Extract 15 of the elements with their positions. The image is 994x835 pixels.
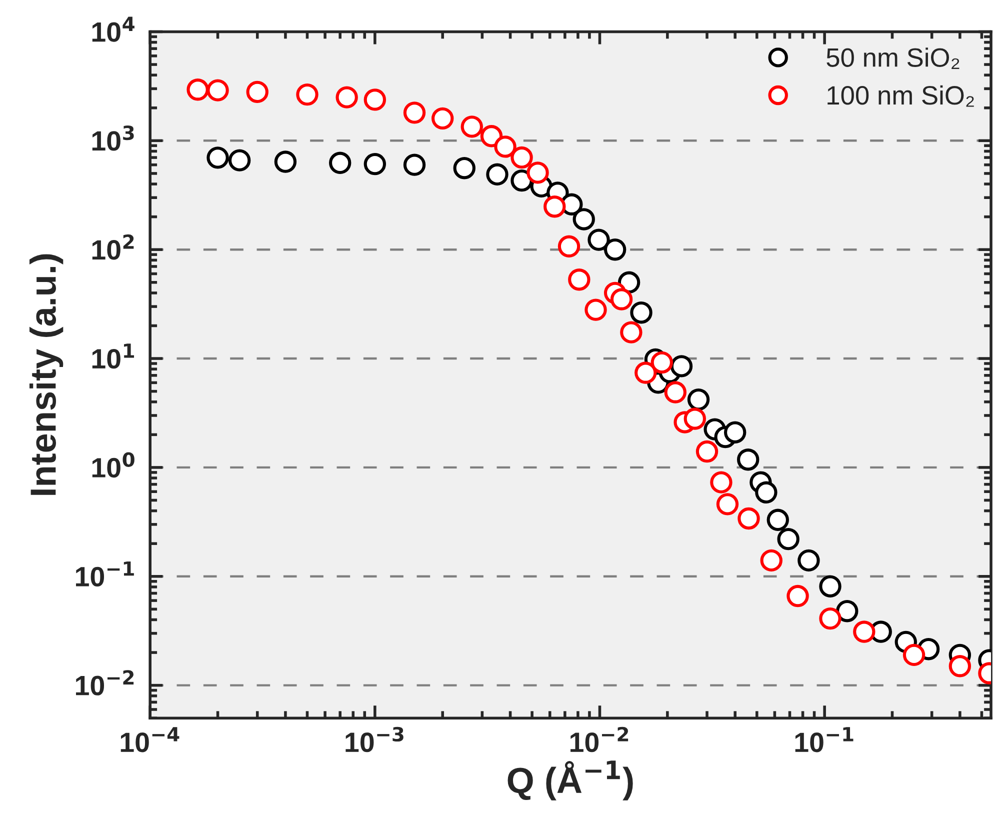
x-tick-label: 10$^{−1}$ (795, 727, 854, 752)
legend-label: 50 nm SiO₂ (826, 48, 960, 69)
legend-label: 100 nm SiO₂ (828, 85, 974, 107)
y-axis-title: Intensity (a.u.) (29, 254, 64, 495)
x-axis-title: Q (Å$^{−1}$) (508, 760, 633, 800)
y-tick-label: 10$^{3}$ (92, 125, 134, 151)
x-tick-label: 10$^{−4}$ (120, 727, 180, 752)
y-tick-label: 10$^{−1}$ (76, 561, 134, 587)
x-tick-label: 10$^{−3}$ (346, 726, 404, 752)
y-tick-label: 10$^{1}$ (92, 344, 134, 369)
y-tick-label: 10$^{4}$ (92, 16, 134, 42)
y-tick-label: 10$^{2}$ (92, 234, 134, 260)
x-tick-label: 10$^{−2}$ (570, 726, 628, 752)
y-tick-label: 10$^{−2}$ (76, 670, 134, 696)
y-tick-label: 10$^{0}$ (92, 452, 134, 478)
